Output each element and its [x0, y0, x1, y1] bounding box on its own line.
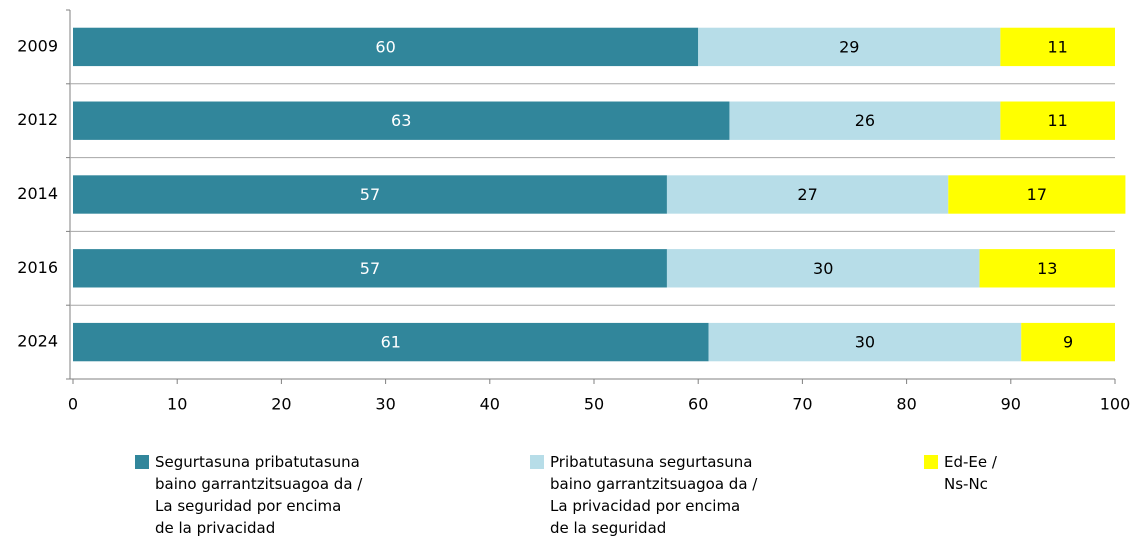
bar-segment	[1000, 101, 1115, 140]
y-tick-label: 2024	[17, 332, 58, 351]
value-label: 17	[1027, 185, 1047, 204]
bar-segment	[948, 175, 1126, 214]
value-label: 27	[797, 185, 817, 204]
bar-segment	[698, 27, 1001, 67]
legend-swatch	[530, 455, 544, 469]
value-label: 30	[813, 259, 833, 278]
value-label: 60	[375, 37, 395, 56]
x-tick-label: 60	[688, 395, 708, 414]
value-label: 9	[1063, 333, 1073, 352]
bar-segment	[979, 249, 1115, 288]
value-label: 29	[839, 37, 859, 56]
y-tick-label: 2016	[17, 258, 58, 277]
bar-segment	[1021, 322, 1115, 362]
y-tick-label: 2014	[17, 184, 58, 203]
bar-segment	[73, 322, 709, 362]
value-label: 11	[1048, 37, 1068, 56]
x-tick-label: 20	[271, 395, 291, 414]
legend-label: Segurtasuna pribatutasuna baino garrantz…	[155, 453, 363, 537]
x-tick-label: 70	[792, 395, 812, 414]
legend-swatch	[135, 455, 149, 469]
value-label: 61	[381, 333, 401, 352]
value-label: 57	[360, 259, 380, 278]
bar-segment	[729, 101, 1001, 140]
x-tick-label: 0	[68, 395, 78, 414]
y-tick-label: 2009	[17, 36, 58, 55]
value-label: 63	[391, 111, 411, 130]
legend-label: Ed-Ee / Ns-Nc	[944, 453, 997, 493]
x-tick-label: 40	[480, 395, 500, 414]
value-label: 57	[360, 185, 380, 204]
x-tick-label: 100	[1100, 395, 1131, 414]
value-label: 11	[1048, 111, 1068, 130]
x-tick-label: 50	[584, 395, 604, 414]
bar-segment	[73, 249, 667, 288]
y-tick-label: 2012	[17, 110, 58, 129]
bar-segment	[1000, 27, 1115, 67]
x-tick-label: 90	[1001, 395, 1021, 414]
bar-segment	[73, 27, 699, 67]
value-label: 13	[1037, 259, 1057, 278]
legend-label: Pribatutasuna segurtasuna baino garrantz…	[550, 453, 758, 537]
bar-segment	[708, 322, 1022, 362]
legend-swatch	[924, 455, 938, 469]
x-tick-label: 10	[167, 395, 187, 414]
value-label: 30	[855, 333, 875, 352]
x-tick-label: 80	[896, 395, 916, 414]
bar-segment	[666, 249, 980, 288]
x-tick-label: 30	[375, 395, 395, 414]
bar-segment	[73, 101, 730, 140]
value-label: 26	[855, 111, 875, 130]
bar-segment	[73, 175, 667, 214]
bar-segment	[666, 175, 949, 214]
